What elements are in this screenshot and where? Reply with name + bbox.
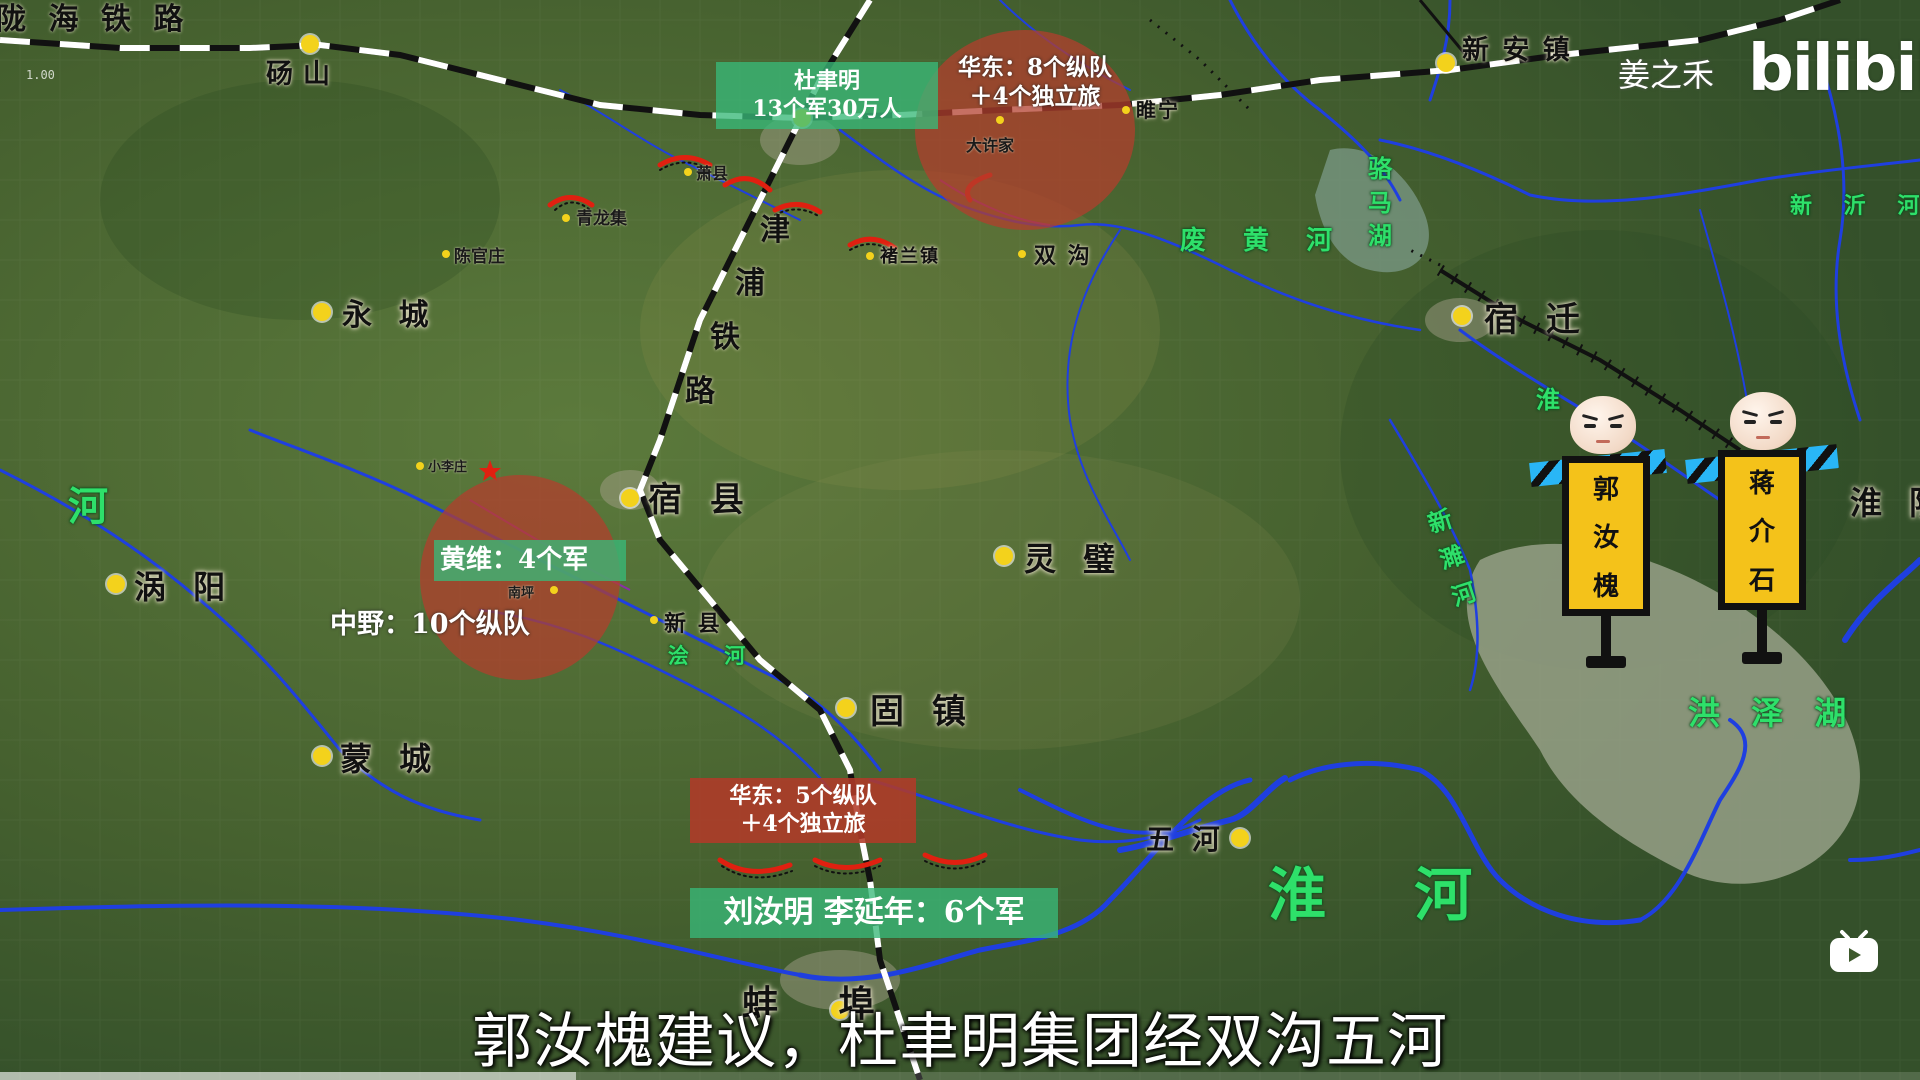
city-label-bengbu: 蚌 埠: [742, 983, 899, 1025]
sign-char-2: 介: [1748, 517, 1775, 548]
city-label-huaiyin: 淮 阴: [1850, 484, 1920, 522]
xuzhou-battle-zone: [915, 30, 1135, 230]
sign-char-1: 郭: [1592, 474, 1619, 505]
city-label-pizhou: 睢宁: [1136, 98, 1180, 122]
city-label-dangshan: 砀山: [266, 59, 340, 90]
town-marker-xiaolizhuang: [416, 462, 424, 470]
city-marker-yongcheng: [313, 303, 331, 321]
lake-label-hongze: 洪 泽 湖: [1688, 694, 1857, 732]
city-label-lingbi: 灵 璧: [1024, 540, 1124, 578]
city-label-guzhen: 固 镇: [870, 692, 974, 732]
playback-speed-indicator: 1.00: [26, 68, 55, 82]
city-marker-guzhen: [837, 699, 855, 717]
force-label-huadong-north: 华东：8个纵队 ＋4个独立旅: [957, 54, 1112, 110]
subtitle-caption: 郭汝槐建议，杜聿明集团经双沟五河: [472, 1007, 1448, 1077]
force-label-liu-li: 刘汝明 李延年：6个军: [690, 888, 1058, 938]
river-label-hui: 浍 河: [668, 643, 760, 668]
sign-char-3: 槐: [1592, 572, 1619, 603]
city-marker-mengcheng: [313, 747, 331, 765]
town-marker-pizhou: [1122, 106, 1130, 114]
town-label-shuanggou: 双 沟: [1034, 243, 1092, 269]
city-marker-suqian: [1453, 307, 1471, 325]
force-label-zhongye: 中野：10个纵队: [330, 609, 530, 640]
character-head-chiang: [1730, 392, 1796, 450]
watermark-author: 姜之禾: [1618, 56, 1715, 94]
jinpu-railway-label-3: 铁: [710, 320, 740, 355]
town-marker-dengzhen: [866, 252, 874, 260]
town-marker-chenguanzhuang: [442, 250, 450, 258]
character-base-guo-ruhuai: [1586, 656, 1626, 668]
river-label-huaihe: 淮 河: [1268, 861, 1507, 929]
town-marker-shuanggou: [1018, 250, 1026, 258]
town-marker-qinglongji: [562, 214, 570, 222]
city-marker-suxian: [621, 489, 639, 507]
town-marker-nanping: [550, 586, 558, 594]
city-label-mengcheng: 蒙 城: [340, 740, 440, 778]
city-label-xinanzhen: 新 安 镇: [1462, 35, 1572, 66]
city-marker-dangshan: [301, 35, 319, 53]
river-label-huai-left: 淮: [1536, 385, 1560, 414]
city-marker-xinanzhen: [1437, 54, 1455, 72]
channel-watermark: 姜之禾 bilibili: [1618, 32, 1920, 106]
town-label-qinglongji: 青龙集: [576, 209, 627, 229]
city-label-suxian: 宿 县: [648, 480, 752, 520]
river-label-yishu: 新 沂 河: [1790, 193, 1920, 219]
town-label-dashuimiao: 大许家: [966, 136, 1015, 155]
town-label-nanping: 南坪: [508, 586, 535, 601]
character-head-guo-ruhuai: [1570, 396, 1636, 454]
character-sign-chiang: 蒋 介 石: [1718, 450, 1806, 610]
character-base-chiang: [1742, 652, 1782, 664]
town-label-xiaoxian: 萧县: [696, 164, 729, 183]
city-label-guoyang: 涡 阳: [134, 568, 234, 606]
force-label-huadong-south: 华东：5个纵队 ＋4个独立旅: [690, 778, 916, 843]
character-sign-guo-ruhuai: 郭 汝 槐: [1562, 456, 1650, 616]
sign-char-1: 蒋: [1748, 468, 1775, 499]
city-label-suqian: 宿 迁: [1484, 300, 1588, 340]
sign-char-2: 汝: [1592, 523, 1619, 554]
jinpu-railway-label-2: 浦: [735, 266, 765, 301]
character-pole-guo-ruhuai: [1601, 616, 1611, 660]
lake-label-luoma: 骆 马 湖: [1368, 154, 1392, 251]
city-marker-wuhe: [1231, 829, 1249, 847]
bilibili-logo: bilibili: [1748, 32, 1920, 106]
bilibili-tv-icon[interactable]: [1826, 928, 1882, 976]
video-progress-bar[interactable]: [0, 1072, 1920, 1080]
jinpu-railway-label-4: 路: [685, 374, 715, 409]
town-label-dengzhen: 褚兰镇: [880, 246, 940, 267]
force-label-du-yuming: 杜聿明 13个军30万人: [716, 62, 938, 129]
city-marker-lingbi: [995, 547, 1013, 565]
city-marker-bengbu: [831, 1001, 849, 1019]
city-label-wuhe: 五 河: [1146, 823, 1224, 856]
city-label-yongcheng: 永 城: [342, 298, 437, 333]
town-label-chenguanzhuang: 陈官庄: [454, 247, 505, 267]
jinpu-railway-label-1: 津: [760, 213, 790, 248]
city-marker-guoyang: [107, 575, 125, 593]
town-label-xiaolizhuang: 小李庄: [428, 460, 468, 475]
river-label-guo: 河: [68, 483, 108, 530]
town-marker-xiaoxian: [684, 168, 692, 176]
sign-char-3: 石: [1748, 566, 1775, 597]
video-progress-fill: [0, 1072, 576, 1080]
town-marker-dashuimiao: [996, 116, 1004, 124]
river-label-fei-huanghe: 废 黄 河: [1180, 226, 1347, 256]
longhai-railway-label: 陇 海 铁 路: [0, 2, 190, 37]
town-label-xinxian: 新 县: [664, 611, 722, 637]
character-pole-chiang: [1757, 610, 1767, 656]
town-marker-xinxian: [650, 616, 658, 624]
force-label-huang-wei: 黄维：4个军: [434, 540, 626, 581]
